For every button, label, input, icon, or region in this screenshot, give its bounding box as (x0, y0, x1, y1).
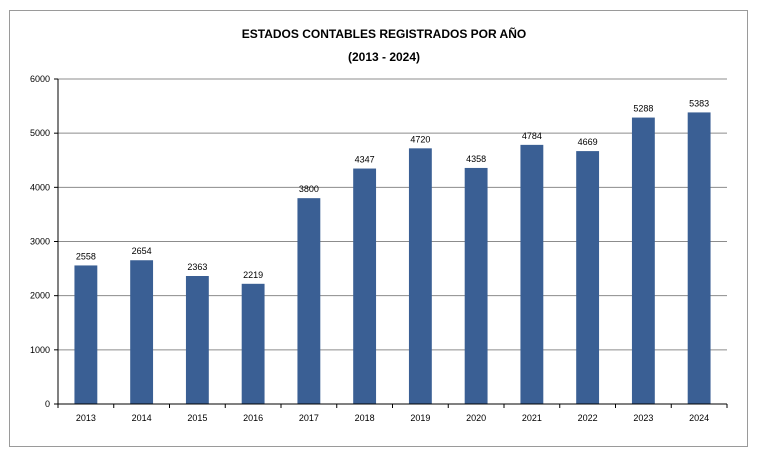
x-tick-label-2018: 2018 (355, 413, 375, 423)
bar-2024 (687, 112, 711, 404)
chart-title: ESTADOS CONTABLES REGISTRADOS POR AÑO (242, 26, 526, 41)
grid-lines (58, 78, 727, 351)
data-label-2022: 4669 (578, 137, 598, 147)
bar-2016 (241, 283, 265, 404)
bar-2022 (576, 151, 600, 404)
x-tick-label-2020: 2020 (466, 413, 486, 423)
data-label-2024: 5383 (689, 98, 709, 108)
data-label-2015: 2363 (187, 262, 207, 272)
x-tick-label-2024: 2024 (689, 413, 709, 423)
data-label-2023: 5288 (633, 104, 653, 114)
bar-2017 (297, 198, 321, 404)
y-tick-label: 5000 (30, 128, 50, 138)
x-tick-label-2022: 2022 (578, 413, 598, 423)
data-label-2021: 4784 (522, 131, 542, 141)
y-tick-label: 2000 (30, 291, 50, 301)
y-tick-label: 1000 (30, 345, 50, 355)
data-label-2017: 3800 (299, 184, 319, 194)
y-axis: 0 1000 2000 3000 4000 5000 6000 (30, 74, 59, 409)
bar-2014 (130, 260, 154, 404)
x-tick-label-2021: 2021 (522, 413, 542, 423)
x-tick-label-2014: 2014 (132, 413, 152, 423)
data-label-2020: 4358 (466, 154, 486, 164)
data-labels: 2558 2654 2363 2219 3800 4347 4720 4358 4784 4669… (76, 98, 709, 279)
x-tick-label-2015: 2015 (187, 413, 207, 423)
y-tick-label: 4000 (30, 182, 50, 192)
bar-2013 (74, 265, 98, 404)
chart-subtitle: (2013 - 2024) (348, 50, 420, 64)
x-tick-label-2016: 2016 (243, 413, 263, 423)
x-tick-label-2013: 2013 (76, 413, 96, 423)
bars (74, 112, 711, 405)
data-label-2019: 4720 (410, 134, 430, 144)
y-tick-label: 0 (45, 399, 50, 409)
bar-2020 (464, 167, 488, 404)
bar-2021 (520, 144, 544, 404)
x-tick-label-2023: 2023 (633, 413, 653, 423)
data-label-2013: 2558 (76, 251, 96, 261)
bar-2015 (185, 276, 209, 404)
y-tick-label: 6000 (30, 74, 50, 84)
x-tick-label-2017: 2017 (299, 413, 319, 423)
data-label-2016: 2219 (243, 270, 263, 280)
x-tick-label-2019: 2019 (410, 413, 430, 423)
bar-2019 (408, 148, 432, 404)
x-axis: 2013 2014 2015 2016 2017 2018 2019 2020 2021 2022… (57, 403, 728, 423)
bar-2023 (631, 117, 655, 405)
data-label-2014: 2654 (132, 246, 152, 256)
bar-2018 (353, 168, 377, 404)
data-label-2018: 4347 (355, 155, 375, 165)
y-tick-label: 3000 (30, 237, 50, 247)
